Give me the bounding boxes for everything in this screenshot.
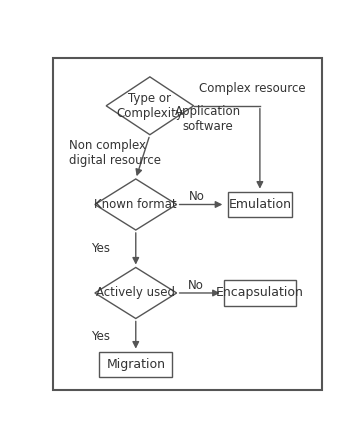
Text: Known format: Known format (95, 198, 177, 211)
Text: Complex resource: Complex resource (199, 82, 306, 95)
Text: Non complex
digital resource: Non complex digital resource (70, 139, 162, 168)
Text: No: No (189, 190, 205, 203)
Polygon shape (95, 179, 177, 230)
Text: Migration: Migration (106, 358, 165, 371)
Text: No: No (187, 278, 203, 292)
Bar (99, 352, 173, 377)
Text: Yes: Yes (91, 330, 110, 343)
Text: Emulation: Emulation (228, 198, 292, 211)
Polygon shape (106, 77, 194, 135)
Text: Actively used: Actively used (96, 286, 175, 300)
Text: Yes: Yes (91, 242, 110, 255)
Polygon shape (95, 267, 177, 319)
Text: Type or
Complexity: Type or Complexity (116, 92, 183, 120)
Text: Encapsulation: Encapsulation (216, 286, 304, 300)
Bar (224, 280, 296, 306)
Text: Application
software: Application software (175, 105, 241, 133)
Bar (228, 192, 292, 217)
